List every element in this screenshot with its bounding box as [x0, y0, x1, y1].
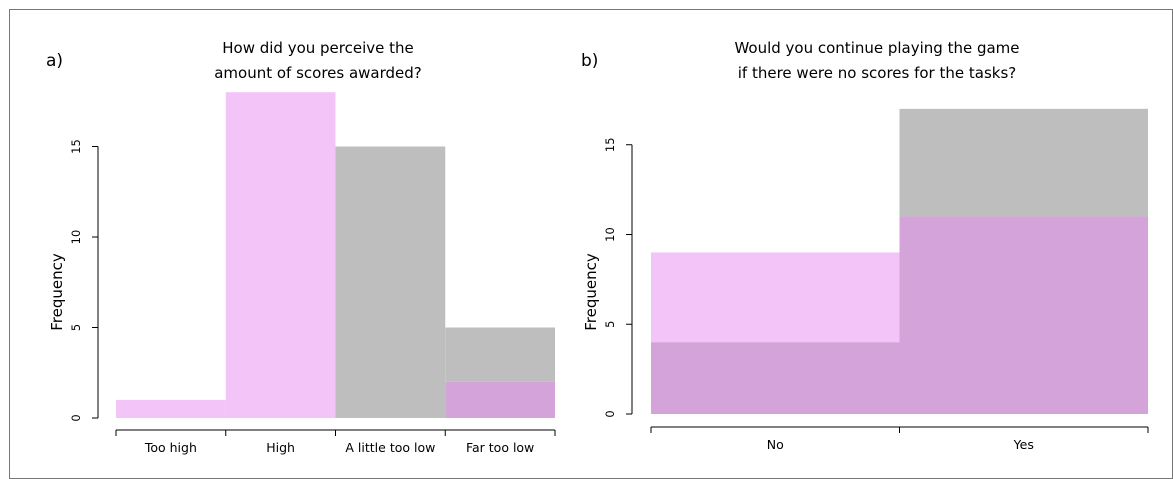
- bar-b-1-pink: [651, 252, 900, 343]
- y-tick-label-b-1: 5: [603, 321, 617, 328]
- x-tick-label-a-4: Far too low: [466, 440, 534, 455]
- y-tick-label-b-2: 10: [603, 227, 617, 242]
- bar-a-4-overlap: [445, 381, 555, 418]
- panel-b-x-axis: No Yes: [650, 426, 1149, 452]
- bar-b-2-overlap: [899, 216, 1148, 414]
- panel-a-y-axis: 0 5 10 15: [69, 139, 99, 422]
- panel-b-title-line-1: Would you continue playing the game: [734, 39, 1019, 57]
- y-tick-label-b-0: 0: [603, 410, 617, 417]
- panel-a-title-line-2: amount of scores awarded?: [214, 64, 422, 82]
- x-tick-label-a-3: A little too low: [345, 440, 435, 455]
- panel-a-bars: [116, 92, 555, 418]
- y-tick-label-a-2: 10: [69, 230, 83, 245]
- panel-b-y-axis-label: Frequency: [582, 253, 600, 331]
- panel-b-y-axis: 0 5 10 15: [603, 137, 633, 418]
- y-tick-label-b-3: 15: [603, 137, 617, 152]
- panel-a-x-axis: Too high High A little too low Far too low: [115, 429, 556, 455]
- x-tick-label-b-2: Yes: [1013, 437, 1034, 452]
- panel-a-label: a): [46, 51, 63, 71]
- bar-a-3-gray: [335, 146, 446, 418]
- x-tick-label-a-2: High: [266, 440, 295, 455]
- x-tick-label-b-1: No: [767, 437, 784, 452]
- panel-b-label: b): [581, 51, 598, 71]
- panel-a: a) How did you perceive the amount of sc…: [46, 39, 556, 455]
- bar-a-4-gray: [445, 327, 555, 382]
- bar-b-1-overlap: [651, 342, 900, 414]
- bar-b-2-gray: [899, 108, 1148, 217]
- panel-b-title-line-2: if there were no scores for the tasks?: [738, 64, 1016, 82]
- y-tick-label-a-1: 5: [69, 324, 83, 331]
- panel-b-bars: [651, 108, 1148, 414]
- panel-a-title-line-1: How did you perceive the: [222, 39, 414, 57]
- bar-a-2-pink: [225, 92, 336, 418]
- panel-a-y-axis-label: Frequency: [48, 253, 66, 331]
- y-tick-label-a-3: 15: [69, 139, 83, 154]
- panel-b: b) Would you continue playing the game i…: [581, 39, 1149, 452]
- bar-a-1-pink: [116, 399, 226, 418]
- x-tick-label-a-1: Too high: [144, 440, 197, 455]
- y-tick-label-a-0: 0: [69, 414, 83, 421]
